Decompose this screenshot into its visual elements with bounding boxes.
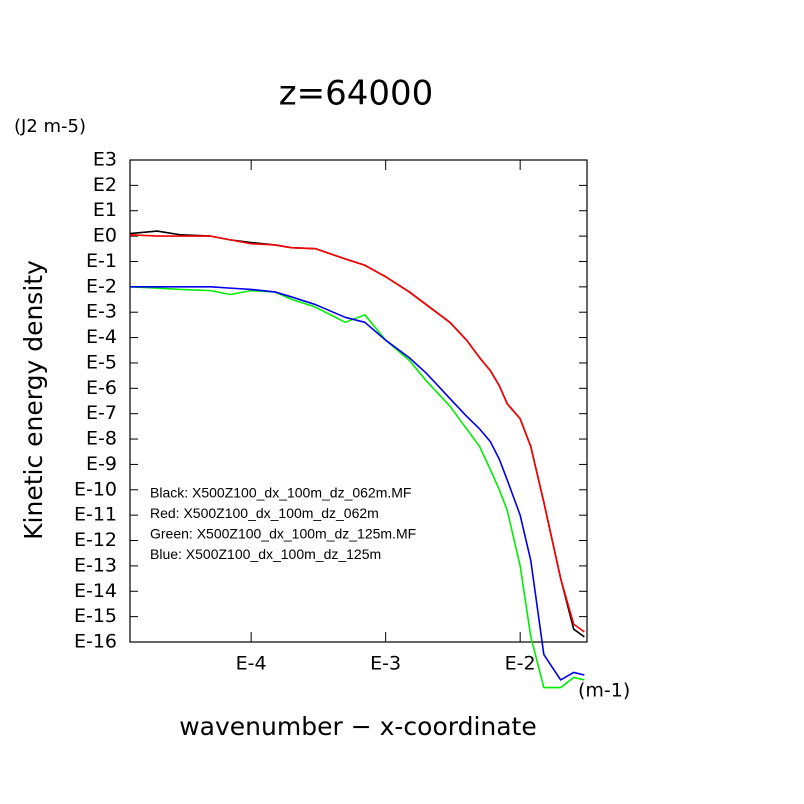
y-tick-label: E-1 bbox=[86, 250, 117, 272]
legend-entry: Green: X500Z100_dx_100m_dz_125m.MF bbox=[150, 526, 416, 542]
chart-title: z=64000 bbox=[279, 74, 434, 114]
plot-frame bbox=[129, 159, 588, 643]
x-tick-label: E-2 bbox=[505, 653, 536, 675]
y-tick-label: E-7 bbox=[86, 402, 117, 424]
series-line bbox=[130, 286, 585, 681]
series-line bbox=[130, 234, 585, 633]
legend-entry: Blue: X500Z100_dx_100m_dz_125m bbox=[150, 546, 381, 562]
y-unit: (J2 m-5) bbox=[14, 116, 86, 137]
legend-entry: Black: X500Z100_dx_100m_dz_062m.MF bbox=[150, 485, 411, 501]
y-tick-label: E1 bbox=[93, 199, 117, 221]
y-tick-label: E-14 bbox=[74, 580, 117, 602]
y-tick-label: E-2 bbox=[86, 275, 117, 297]
y-tick-label: E-8 bbox=[86, 428, 117, 450]
y-tick-label: E0 bbox=[93, 225, 117, 247]
y-tick-label: E-12 bbox=[74, 529, 117, 551]
y-tick-label: E-6 bbox=[86, 377, 117, 399]
y-tick-label: E2 bbox=[93, 174, 117, 196]
x-tick-label: E-3 bbox=[370, 653, 401, 675]
y-tick-label: E-10 bbox=[74, 478, 117, 500]
y-tick-label: E-5 bbox=[86, 351, 117, 373]
y-tick-label: E3 bbox=[93, 149, 117, 171]
x-tick-label: E-4 bbox=[236, 653, 267, 675]
y-tick-label: E-13 bbox=[74, 554, 117, 576]
y-tick-label: E-16 bbox=[74, 631, 117, 653]
x-axis-title: wavenumber − x-coordinate bbox=[179, 712, 537, 741]
legend-entry: Red: X500Z100_dx_100m_dz_062m bbox=[150, 505, 379, 521]
y-axis-title: Kinetic energy density bbox=[19, 260, 48, 540]
y-tick-label: E-3 bbox=[86, 301, 117, 323]
y-tick-label: E-9 bbox=[86, 453, 117, 475]
y-tick-label: E-15 bbox=[74, 605, 117, 627]
y-tick-label: E-4 bbox=[86, 326, 117, 348]
x-unit: (m-1) bbox=[578, 680, 630, 702]
y-tick-label: E-11 bbox=[74, 504, 117, 526]
series-line bbox=[130, 286, 585, 689]
